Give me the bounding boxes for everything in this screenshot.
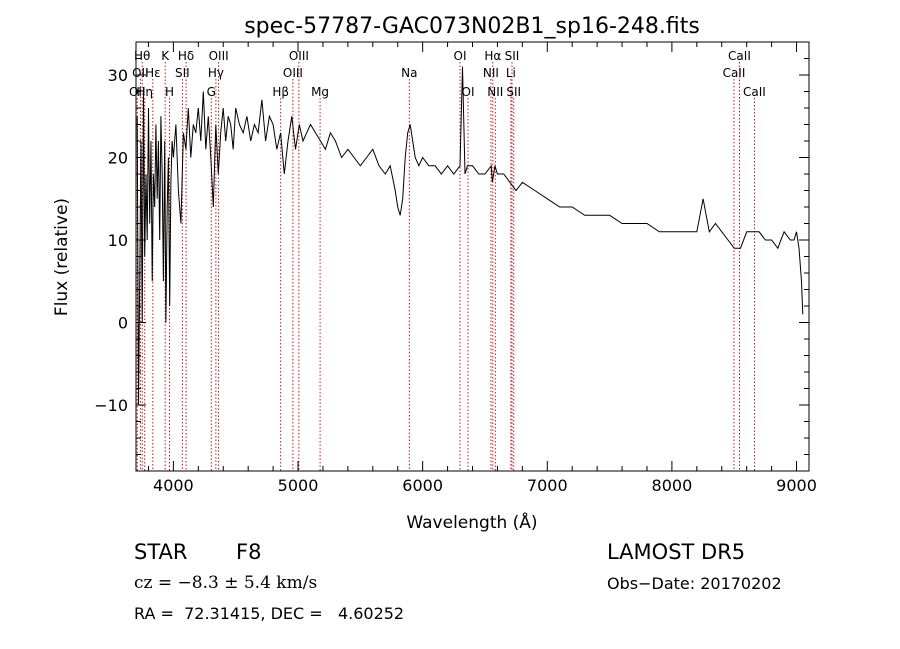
line-label-9: G (207, 85, 216, 99)
line-label-13: OIII (283, 66, 303, 80)
line-label-23: SII (505, 49, 520, 63)
y-tick-label-1: 0 (118, 314, 128, 333)
coordinates: RA = 72.31415, DEC = 4.60252 (134, 604, 405, 623)
line-label-16: Na (401, 66, 417, 80)
line-label-5: K (161, 49, 170, 63)
line-label-22: Li (506, 66, 516, 80)
line-label-0: Hθ (134, 49, 150, 63)
line-label-10: Hγ (208, 66, 224, 80)
y-tick-label-0: −10 (94, 396, 128, 415)
y-tick-label-4: 30 (108, 66, 128, 85)
line-label-14: OIII (289, 49, 309, 63)
line-label-26: CaII (728, 49, 751, 63)
line-label-27: CaII (743, 85, 766, 99)
line-label-25: CaII (723, 66, 746, 80)
y-axis-label: Flux (relative) (52, 198, 72, 316)
observation-date: Obs−Date: 20170202 (607, 574, 782, 593)
line-label-15: Mg (311, 85, 329, 99)
spectrum-series (136, 66, 804, 406)
line-label-4: Hε (145, 66, 161, 80)
line-label-12: Hβ (272, 85, 289, 99)
y-tick-label-3: 20 (108, 149, 128, 168)
x-tick-label-1: 5000 (278, 476, 319, 495)
x-axis-label: Wavelength (Å) (406, 511, 537, 533)
x-tick-label-4: 8000 (652, 476, 693, 495)
line-label-8: Hδ (178, 49, 194, 63)
line-label-7: SII (175, 66, 190, 80)
axis-ticks: 4000 5000 6000 7000 8000 9000 −10 0 10 20 30 (94, 41, 817, 495)
line-label-6: H (165, 85, 174, 99)
y-tick-label-2: 10 (108, 231, 128, 250)
line-label-19: NII (483, 66, 499, 80)
line-label-21: NII (487, 85, 503, 99)
x-tick-label-3: 7000 (527, 476, 568, 495)
object-type: STAR (134, 540, 188, 564)
plot-frame (135, 41, 810, 472)
line-label-20: Hα (484, 49, 501, 63)
spectral-line-markers: HθOIIOIIHηHεKHSIIHδGHγOIIIHβOIIIOIIIMgNa… (129, 49, 766, 471)
line-label-24: SII (506, 85, 521, 99)
x-tick-label-0: 4000 (153, 476, 194, 495)
line-label-3: Hη (136, 85, 153, 99)
spectrum-line-0 (136, 66, 804, 406)
x-tick-label-5: 9000 (776, 476, 817, 495)
redshift-velocity: cz = −8.3 ± 5.4 km/s (134, 573, 318, 593)
line-label-11: OIII (209, 49, 229, 63)
chart-title: spec-57787-GAC073N02B1_sp16-248.fits (244, 14, 700, 39)
line-label-18: OI (462, 85, 475, 99)
survey-name: LAMOST DR5 (607, 540, 746, 564)
line-label-17: OI (454, 49, 467, 63)
spectral-subclass: F8 (236, 540, 262, 564)
x-tick-label-2: 6000 (402, 476, 443, 495)
